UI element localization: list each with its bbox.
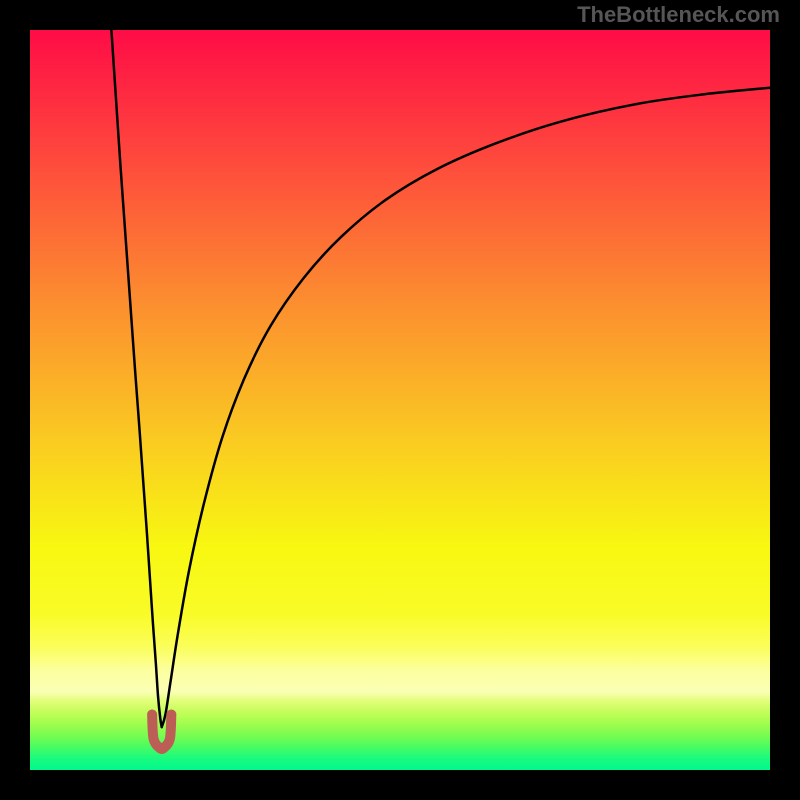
curve-left-branch xyxy=(111,30,161,727)
attribution-text: TheBottleneck.com xyxy=(577,2,780,28)
curve-layer xyxy=(0,0,800,800)
valley-marker xyxy=(152,715,171,749)
curve-right-branch xyxy=(162,88,770,727)
chart-container: TheBottleneck.com xyxy=(0,0,800,800)
